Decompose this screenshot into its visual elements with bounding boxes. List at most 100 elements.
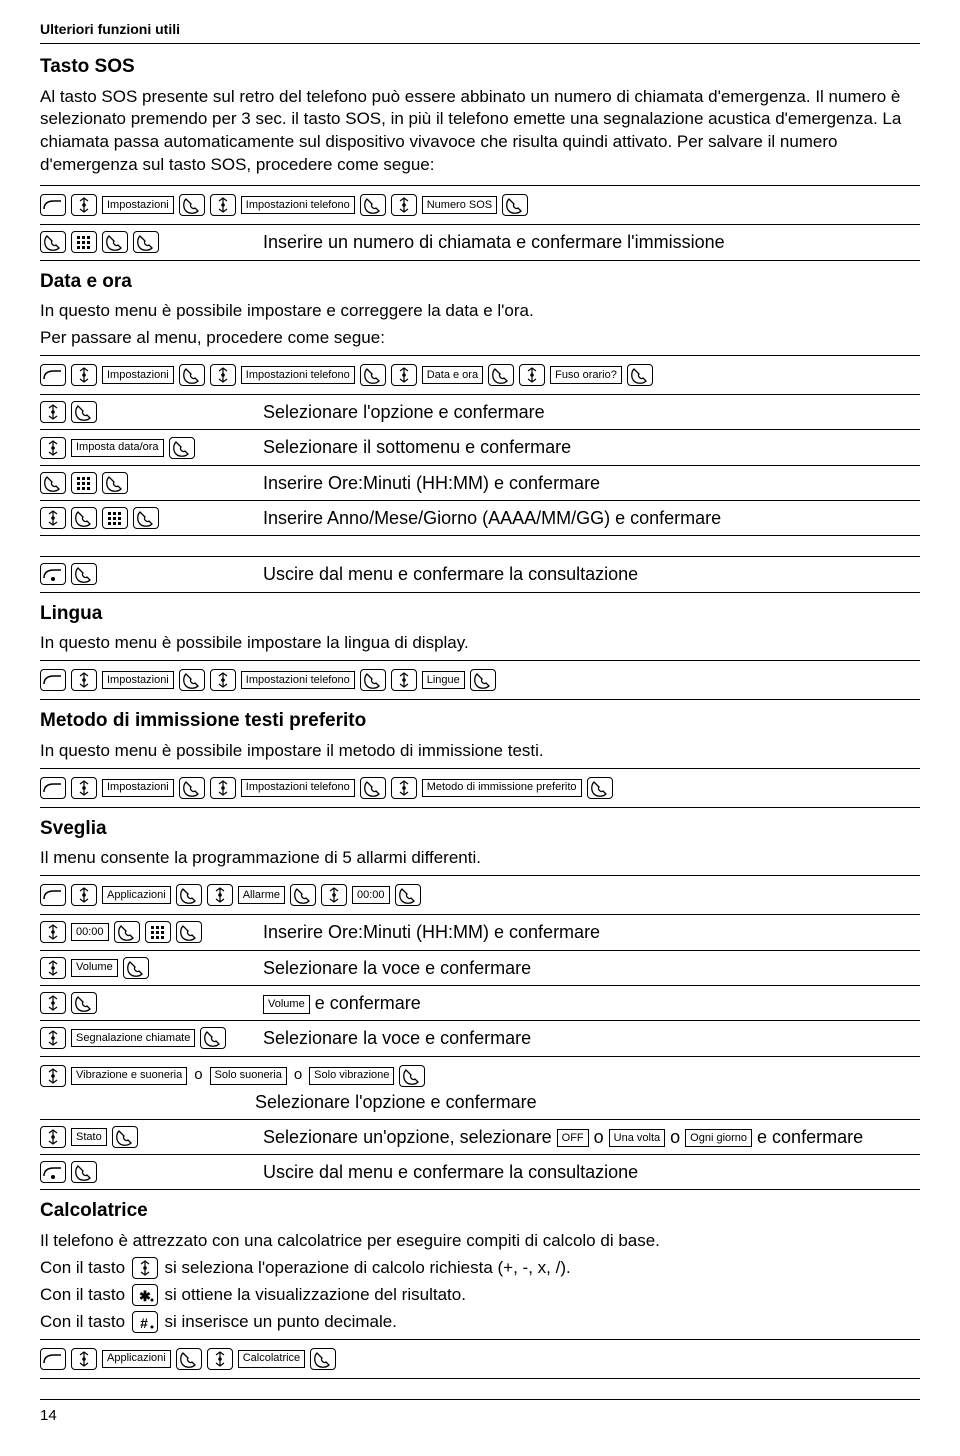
call-icon: [360, 194, 386, 216]
call-icon: [179, 669, 205, 691]
menu-ogni-giorno: Ogni giorno: [685, 1129, 752, 1148]
menu-solo-vibr: Solo vibrazione: [309, 1067, 394, 1085]
nav-icon: [210, 669, 236, 691]
call-icon: [71, 401, 97, 423]
nav-icon: [391, 194, 417, 216]
nav-icon: [210, 777, 236, 799]
sos-intro: Al tasto SOS presente sul retro del tele…: [40, 86, 920, 178]
join-o: o: [294, 1065, 302, 1085]
call-icon: [133, 231, 159, 253]
sveglia-d3: Volume e confermare: [263, 991, 421, 1015]
menu-fuso: Fuso orario?: [550, 366, 622, 384]
menu-off: OFF: [557, 1129, 589, 1148]
call-icon: [179, 777, 205, 799]
sveglia-d7: Uscire dal menu e confermare la consulta…: [263, 1160, 638, 1184]
data-d4: Inserire Anno/Mese/Giorno (AAAA/MM/GG) e…: [263, 506, 721, 530]
nav-icon: [40, 992, 66, 1014]
menu-vibr-suon: Vibrazione e suoneria: [71, 1067, 187, 1085]
nav-icon: [321, 884, 347, 906]
nav-icon: [71, 194, 97, 216]
end-icon: [40, 1161, 66, 1183]
call-icon: [200, 1027, 226, 1049]
call-icon: [290, 884, 316, 906]
sveglia-row5a: Vibrazione e suoneria o Solo suoneria o …: [40, 1062, 920, 1090]
softkey-icon: [40, 1348, 66, 1370]
metodo-p1: In questo menu è possibile impostare il …: [40, 740, 920, 763]
calc-p4: Con il tasto si inserisce un punto decim…: [40, 1311, 920, 1334]
call-icon: [399, 1065, 425, 1087]
call-icon: [112, 1126, 138, 1148]
call-icon: [71, 563, 97, 585]
sos-nav-row: Impostazioni Impostazioni telefono Numer…: [40, 191, 920, 219]
data-d5: Uscire dal menu e confermare la consulta…: [263, 562, 638, 586]
calc-nav-row: Applicazioni Calcolatrice: [40, 1345, 920, 1373]
call-icon: [176, 1348, 202, 1370]
menu-data-ora: Data e ora: [422, 366, 483, 384]
sveglia-row3: Volume e confermare: [40, 991, 920, 1015]
call-icon: [169, 437, 195, 459]
nav-icon: [40, 1126, 66, 1148]
call-icon: [102, 472, 128, 494]
softkey-icon: [40, 669, 66, 691]
menu-impostazioni: Impostazioni: [102, 196, 174, 214]
sveglia-d1: Inserire Ore:Minuti (HH:MM) e confermare: [263, 920, 600, 944]
nav-icon: [40, 921, 66, 943]
data-row4: Inserire Anno/Mese/Giorno (AAAA/MM/GG) e…: [40, 506, 920, 530]
call-icon: [627, 364, 653, 386]
sveglia-title: Sveglia: [40, 816, 920, 842]
nav-icon: [71, 669, 97, 691]
data-row5: Uscire dal menu e confermare la consulta…: [40, 562, 920, 586]
menu-time0: 00:00: [71, 923, 109, 941]
data-row3: Inserire Ore:Minuti (HH:MM) e confermare: [40, 471, 920, 495]
menu-solo-suon: Solo suoneria: [210, 1067, 287, 1085]
call-icon: [488, 364, 514, 386]
sveglia-row2: Volume Selezionare la voce e confermare: [40, 956, 920, 980]
nav-icon: [71, 1348, 97, 1370]
menu-volume: Volume: [71, 959, 118, 977]
nav-icon: [132, 1257, 158, 1279]
sveglia-d2: Selezionare la voce e confermare: [263, 956, 531, 980]
menu-imp-telefono: Impostazioni telefono: [241, 779, 355, 797]
call-icon: [114, 921, 140, 943]
call-icon: [123, 957, 149, 979]
nav-icon: [391, 364, 417, 386]
sveglia-nav-row: Applicazioni Allarme 00:00: [40, 881, 920, 909]
nav-icon: [40, 1065, 66, 1087]
call-icon: [176, 884, 202, 906]
menu-metodo-pref: Metodo di immissione preferito: [422, 779, 582, 797]
menu-imp-telefono: Impostazioni telefono: [241, 196, 355, 214]
sveglia-row6: Stato Selezionare un'opzione, selezionar…: [40, 1125, 920, 1149]
sveglia-row4: Segnalazione chiamate Selezionare la voc…: [40, 1026, 920, 1050]
nav-icon: [207, 884, 233, 906]
call-icon: [71, 1161, 97, 1183]
metodo-nav-row: Impostazioni Impostazioni telefono Metod…: [40, 774, 920, 802]
call-icon: [360, 777, 386, 799]
call-icon: [395, 884, 421, 906]
join-o: o: [194, 1065, 202, 1085]
call-icon: [71, 992, 97, 1014]
sveglia-row1: 00:00 Inserire Ore:Minuti (HH:MM) e conf…: [40, 920, 920, 944]
sveglia-d4: Selezionare la voce e confermare: [263, 1026, 531, 1050]
menu-imp-telefono: Impostazioni telefono: [241, 671, 355, 689]
sveglia-d6: Selezionare un'opzione, selezionare OFF …: [263, 1125, 863, 1149]
softkey-icon: [40, 884, 66, 906]
nav-icon: [210, 364, 236, 386]
data-nav-row: Impostazioni Impostazioni telefono Data …: [40, 361, 920, 389]
calc-p2: Con il tasto si seleziona l'operazione d…: [40, 1257, 920, 1280]
softkey-icon: [40, 777, 66, 799]
nav-icon: [519, 364, 545, 386]
nav-icon: [71, 777, 97, 799]
nav-icon: [40, 957, 66, 979]
sos-enter-row: Inserire un numero di chiamata e conferm…: [40, 230, 920, 254]
nav-icon: [207, 1348, 233, 1370]
keypad-icon: [102, 507, 128, 529]
sveglia-d5: Selezionare l'opzione e confermare: [255, 1090, 920, 1114]
menu-stato: Stato: [71, 1128, 107, 1146]
menu-time0: 00:00: [352, 886, 390, 904]
menu-impostazioni: Impostazioni: [102, 366, 174, 384]
calc-p3: Con il tasto si ottiene la visualizzazio…: [40, 1284, 920, 1307]
call-icon: [40, 472, 66, 494]
call-icon: [360, 364, 386, 386]
call-icon: [102, 231, 128, 253]
keypad-icon: [145, 921, 171, 943]
